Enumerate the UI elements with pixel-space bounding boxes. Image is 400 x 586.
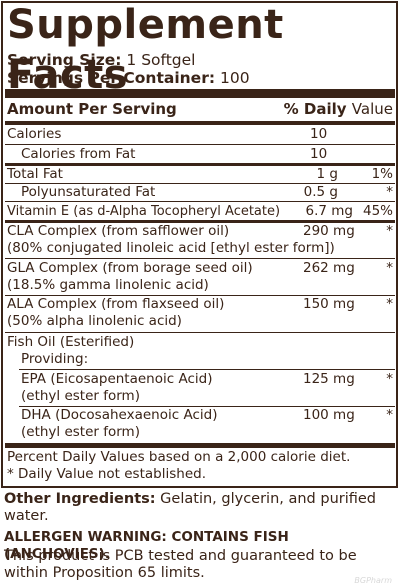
medium-divider — [5, 121, 395, 125]
watermark: BGPharm — [354, 576, 392, 585]
thick-divider — [5, 89, 395, 98]
other-ingredients-text: Gelatin, glycerin, and purified water. — [4, 491, 377, 524]
daily-value-header: % Daily Value — [283, 100, 393, 118]
amount-per-serving-header: Amount Per Serving — [7, 100, 177, 118]
serving-size-label: Serving Size: — [7, 51, 122, 69]
supplement-facts-panel — [1, 1, 398, 488]
serving-size: Serving Size: 1 Softgel — [7, 51, 195, 69]
column-header: Amount Per Serving % Daily Value — [7, 100, 393, 120]
footnote-not-established: * Daily Value not established. — [7, 466, 206, 482]
footnote-percent-daily: Percent Daily Values based on a 2,000 ca… — [7, 449, 351, 465]
servings-per-container-value: 100 — [219, 69, 250, 87]
thick-divider-bottom — [5, 443, 395, 448]
serving-size-value: 1 Softgel — [126, 51, 196, 69]
pcb-statement: This product is PCB tested and guarantee… — [4, 548, 357, 581]
other-ingredients-label: Other Ingredients: — [4, 491, 156, 507]
other-ingredients: Other Ingredients: Gelatin, glycerin, an… — [4, 491, 396, 525]
servings-per-container: Servings Per Container: 100 — [7, 69, 250, 87]
allergen-warning: ALLERGEN WARNING: CONTAINS FISH (ANCHOVI… — [4, 529, 289, 562]
servings-per-container-label: Servings Per Container: — [7, 69, 216, 87]
